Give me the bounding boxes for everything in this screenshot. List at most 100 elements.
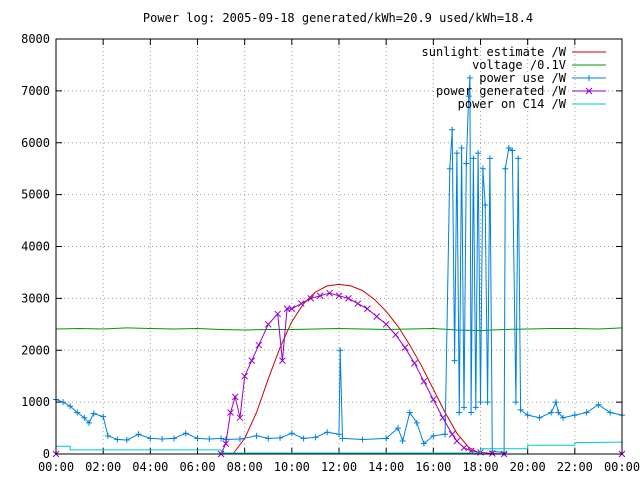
data-point	[451, 357, 458, 364]
data-point	[466, 74, 473, 81]
data-point	[552, 399, 559, 406]
data-point	[170, 435, 177, 442]
x-tick-label: 10:00	[274, 460, 310, 474]
y-tick-label: 5000	[21, 188, 50, 202]
x-tick-label: 16:00	[415, 460, 451, 474]
data-point	[477, 399, 484, 406]
x-tick-label: 04:00	[132, 460, 168, 474]
data-point	[67, 403, 74, 410]
data-point	[248, 357, 256, 364]
data-point	[460, 404, 467, 411]
data-point	[595, 401, 602, 408]
data-point	[227, 409, 234, 416]
data-point	[182, 430, 189, 437]
x-tick-label: 22:00	[557, 460, 593, 474]
data-point	[300, 435, 307, 442]
data-point	[583, 409, 590, 416]
data-point	[222, 440, 230, 447]
x-tick-label: 06:00	[179, 460, 215, 474]
data-point	[236, 414, 244, 422]
data-point	[236, 435, 243, 442]
data-point	[465, 93, 472, 100]
series-2	[55, 327, 623, 332]
data-point	[439, 414, 447, 422]
data-point	[264, 320, 272, 328]
data-point	[524, 412, 531, 419]
data-point	[307, 295, 315, 302]
series-line	[55, 327, 623, 332]
y-tick-label: 0	[43, 447, 50, 461]
data-point	[468, 409, 475, 416]
legend-label: power on C14 /W	[458, 97, 567, 111]
data-point	[555, 409, 562, 416]
data-point	[446, 165, 453, 172]
data-point	[135, 431, 142, 438]
data-point	[456, 409, 463, 416]
x-tick-label: 02:00	[85, 460, 121, 474]
data-point	[382, 320, 390, 328]
x-tick-label: 12:00	[321, 460, 357, 474]
x-tick-label: 18:00	[462, 460, 498, 474]
data-point	[413, 419, 420, 426]
data-point	[86, 419, 93, 426]
data-point	[363, 305, 371, 313]
data-point	[373, 313, 381, 320]
data-point	[571, 412, 578, 419]
data-point	[585, 87, 593, 95]
data-point	[586, 75, 592, 81]
data-point	[383, 435, 390, 442]
data-point	[123, 436, 130, 443]
data-point	[283, 305, 291, 313]
y-tick-label: 8000	[21, 32, 50, 46]
data-point	[448, 430, 456, 438]
data-point	[231, 393, 239, 401]
data-point	[265, 435, 272, 442]
data-point	[505, 144, 512, 151]
data-point	[274, 310, 282, 318]
data-point	[430, 432, 437, 439]
data-point	[548, 409, 555, 416]
data-point	[324, 429, 331, 436]
series-line	[56, 441, 623, 454]
data-point	[512, 399, 519, 406]
data-point	[81, 414, 88, 421]
y-tick-label: 7000	[21, 84, 50, 98]
data-point	[406, 409, 413, 416]
data-point	[401, 344, 409, 352]
series-line	[232, 283, 481, 455]
data-point	[279, 357, 286, 364]
x-tick-label: 00:00	[38, 460, 74, 474]
data-point	[488, 450, 496, 457]
data-point	[536, 414, 543, 421]
data-point	[460, 444, 468, 452]
data-point	[339, 435, 346, 442]
data-point	[420, 440, 427, 447]
legend-label: power use /W	[479, 71, 566, 85]
data-point	[411, 359, 418, 367]
series-5	[56, 441, 623, 454]
data-point	[312, 434, 319, 441]
data-point	[277, 434, 284, 441]
data-point	[502, 165, 509, 172]
series-layer	[52, 74, 626, 458]
series-4	[52, 289, 626, 458]
data-point	[253, 432, 260, 439]
data-point	[420, 378, 428, 385]
legend-label: voltage /0.1V	[472, 58, 566, 72]
data-point	[335, 292, 343, 300]
data-point	[206, 435, 213, 442]
data-point	[336, 431, 342, 438]
series-line	[55, 77, 623, 453]
data-point	[60, 399, 67, 406]
data-point	[345, 295, 352, 302]
data-point	[255, 341, 263, 349]
data-point	[463, 160, 470, 167]
data-point	[482, 202, 489, 208]
x-axis-ticks: 00:00 02:00 04:00 06:00 08:00 10:00 12:00 14:00…	[38, 39, 640, 474]
data-point	[472, 404, 479, 411]
data-point	[218, 435, 225, 442]
data-point	[316, 292, 324, 300]
data-point	[288, 430, 295, 437]
data-point	[399, 438, 406, 445]
